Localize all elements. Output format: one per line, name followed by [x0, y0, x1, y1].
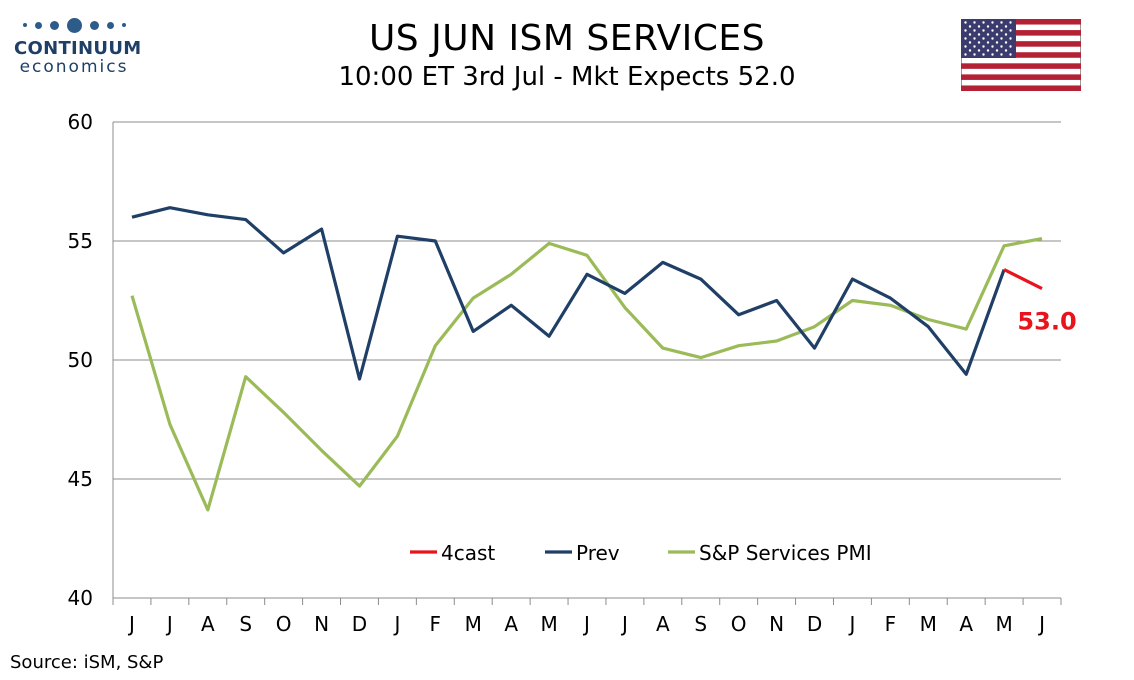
y-tick-label: 45	[68, 467, 93, 491]
x-tick-label: A	[201, 612, 215, 636]
y-tick-label: 40	[68, 586, 93, 610]
logo-brand: CONTINUUM	[14, 38, 142, 59]
logo-dots	[14, 14, 134, 36]
legend-label: 4cast	[441, 541, 495, 565]
forecast-value-label: 53.0	[1017, 308, 1076, 336]
y-tick-label: 60	[68, 110, 93, 134]
x-tick-label: J	[847, 612, 855, 636]
x-tick-label: J	[165, 612, 173, 636]
x-tick-label: M	[540, 612, 557, 636]
x-tick-label: F	[430, 612, 442, 636]
x-tick-label: D	[807, 612, 822, 636]
x-tick-label: J	[582, 612, 590, 636]
x-tick-label: D	[352, 612, 367, 636]
series-line-s-p-services-pmi	[130, 237, 1043, 512]
continuum-logo: CONTINUUM economics	[14, 14, 142, 77]
x-tick-label: A	[504, 612, 518, 636]
x-tick-label: A	[656, 612, 670, 636]
y-tick-label: 55	[68, 229, 93, 253]
legend-label: S&P Services PMI	[699, 541, 872, 565]
x-tick-label: M	[920, 612, 937, 636]
x-tick-label: O	[276, 612, 292, 636]
y-tick-label: 50	[68, 348, 93, 372]
x-tick-label: O	[731, 612, 747, 636]
x-tick-label: J	[620, 612, 628, 636]
chart-subtitle: 10:00 ET 3rd Jul - Mkt Expects 52.0	[338, 62, 796, 92]
x-tick-label: J	[127, 612, 135, 636]
legend-label: Prev	[576, 541, 620, 565]
x-tick-label: F	[885, 612, 897, 636]
x-tick-label: J	[392, 612, 400, 636]
x-tick-label: S	[694, 612, 707, 636]
x-tick-label: M	[995, 612, 1012, 636]
x-tick-label: N	[769, 612, 784, 636]
legend-item: 4cast	[410, 541, 495, 565]
x-tick-label: N	[314, 612, 329, 636]
legend-item: Prev	[545, 541, 620, 565]
logo-subtitle: economics	[19, 57, 129, 77]
series-line-4cast	[1003, 268, 1043, 291]
x-tick-label: S	[239, 612, 252, 636]
x-tick-label: M	[465, 612, 482, 636]
chart-title: US JUN ISM SERVICES	[368, 18, 766, 59]
legend-item: S&P Services PMI	[668, 541, 872, 565]
series-line-prev	[131, 206, 1006, 381]
x-tick-label: A	[959, 612, 973, 636]
x-tick-label: J	[1037, 612, 1045, 636]
source-note: Source: iSM, S&P	[10, 652, 164, 673]
us-flag-icon	[961, 19, 1081, 91]
